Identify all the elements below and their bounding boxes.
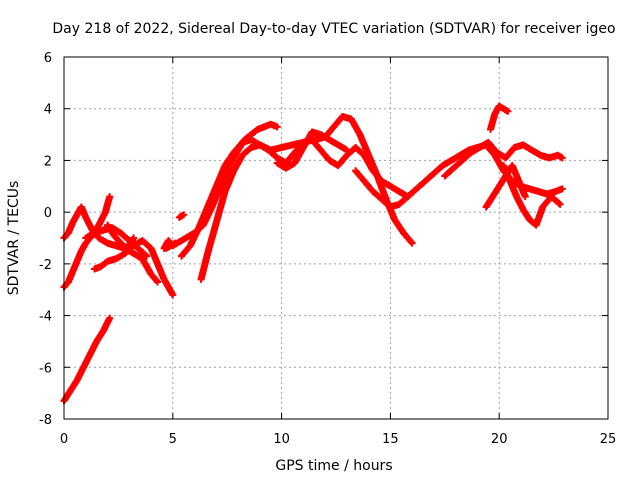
data-point xyxy=(130,234,138,242)
data-point xyxy=(558,154,566,162)
y-tick-labels: -8 -6 -4 -2 0 2 4 6 xyxy=(39,51,52,428)
x-tick-labels: 0 5 10 15 20 25 xyxy=(60,432,616,447)
data-point xyxy=(106,193,114,201)
x-tick-label: 5 xyxy=(169,432,177,447)
series-track-n xyxy=(500,162,564,229)
x-tick-label: 10 xyxy=(273,432,290,447)
series-track-p xyxy=(162,239,179,252)
chart-title: Day 218 of 2022, Sidereal Day-to-day VTE… xyxy=(52,21,615,37)
data-point xyxy=(407,238,415,246)
data-point xyxy=(273,123,281,131)
plot-frame xyxy=(63,56,609,420)
series-track-d xyxy=(90,237,177,299)
x-tick-label: 0 xyxy=(60,432,68,447)
series-track-l xyxy=(486,102,512,133)
series-track-h xyxy=(197,136,412,283)
data-point xyxy=(521,193,529,201)
y-tick-label: 6 xyxy=(44,51,52,66)
data-point xyxy=(558,185,566,193)
x-tick-label: 25 xyxy=(600,432,617,447)
y-tick-label: 2 xyxy=(44,154,52,169)
data-point xyxy=(171,239,179,247)
data-point xyxy=(141,251,149,259)
data-points xyxy=(60,102,566,405)
x-axis-label: GPS time / hours xyxy=(275,458,392,474)
data-point xyxy=(504,107,512,115)
data-point xyxy=(106,314,114,322)
data-point xyxy=(408,239,416,247)
data-point xyxy=(343,146,351,154)
y-tick-label: -2 xyxy=(39,258,52,273)
data-point xyxy=(180,211,188,219)
data-point xyxy=(143,252,151,260)
y-tick-label: -8 xyxy=(39,413,52,428)
data-point xyxy=(169,291,177,299)
series-track-i xyxy=(273,128,351,172)
series-track-o xyxy=(104,221,138,252)
series-track-a xyxy=(60,314,114,405)
series-track-k xyxy=(441,138,566,180)
y-axis-label: SDTVAR / TECUs xyxy=(6,181,22,296)
y-tick-label: 4 xyxy=(44,103,52,118)
x-tick-label: 20 xyxy=(491,432,508,447)
data-point xyxy=(556,200,564,208)
y-tick-label: -6 xyxy=(39,361,52,376)
series-track-q xyxy=(175,211,188,221)
axis-ticks xyxy=(63,56,609,420)
data-point xyxy=(154,278,162,286)
y-tick-label: -4 xyxy=(39,310,52,325)
data-point xyxy=(152,277,160,285)
series-track-f xyxy=(160,120,281,252)
x-tick-label: 15 xyxy=(382,432,399,447)
y-tick-label: 0 xyxy=(44,206,52,221)
data-point xyxy=(555,199,563,207)
grid xyxy=(64,57,608,419)
